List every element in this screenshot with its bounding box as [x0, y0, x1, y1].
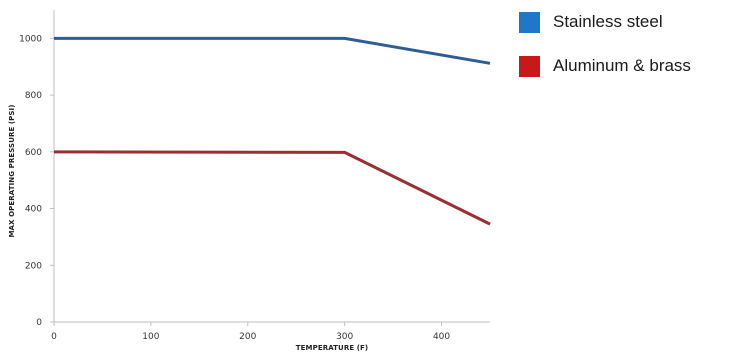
x-tick-label: 300 [336, 332, 353, 342]
legend-item-aluminum-brass: Aluminum & brass [519, 54, 691, 78]
legend-swatch-aluminum-brass [519, 55, 540, 77]
y-tick-label: 0 [36, 318, 42, 328]
y-axis-label: MAX OPERATING PRESSURE (PSI) [8, 104, 16, 237]
x-tick-label: 100 [142, 332, 159, 342]
legend-item-stainless-steel: Stainless steel [519, 10, 691, 34]
x-tick-label: 200 [239, 332, 256, 342]
series-line-stainless-steel [54, 36, 491, 65]
legend-label-stainless-steel: Stainless steel [553, 12, 663, 31]
x-axis-label: TEMPERATURE (F) [296, 344, 368, 352]
y-tick-label: 200 [25, 261, 42, 271]
legend-swatch-stainless-steel [519, 11, 540, 33]
x-tick-label: 400 [433, 332, 450, 342]
legend-label-aluminum-brass: Aluminum & brass [553, 56, 691, 75]
x-tick-label: 0 [51, 332, 57, 342]
series-line-aluminum-brass [53, 150, 491, 226]
y-tick-label: 400 [25, 205, 42, 215]
y-tick-label: 800 [25, 91, 42, 101]
y-tick-label: 1000 [19, 34, 42, 44]
legend: Stainless steel Aluminum & brass [519, 10, 691, 98]
y-tick-label: 600 [25, 148, 42, 158]
